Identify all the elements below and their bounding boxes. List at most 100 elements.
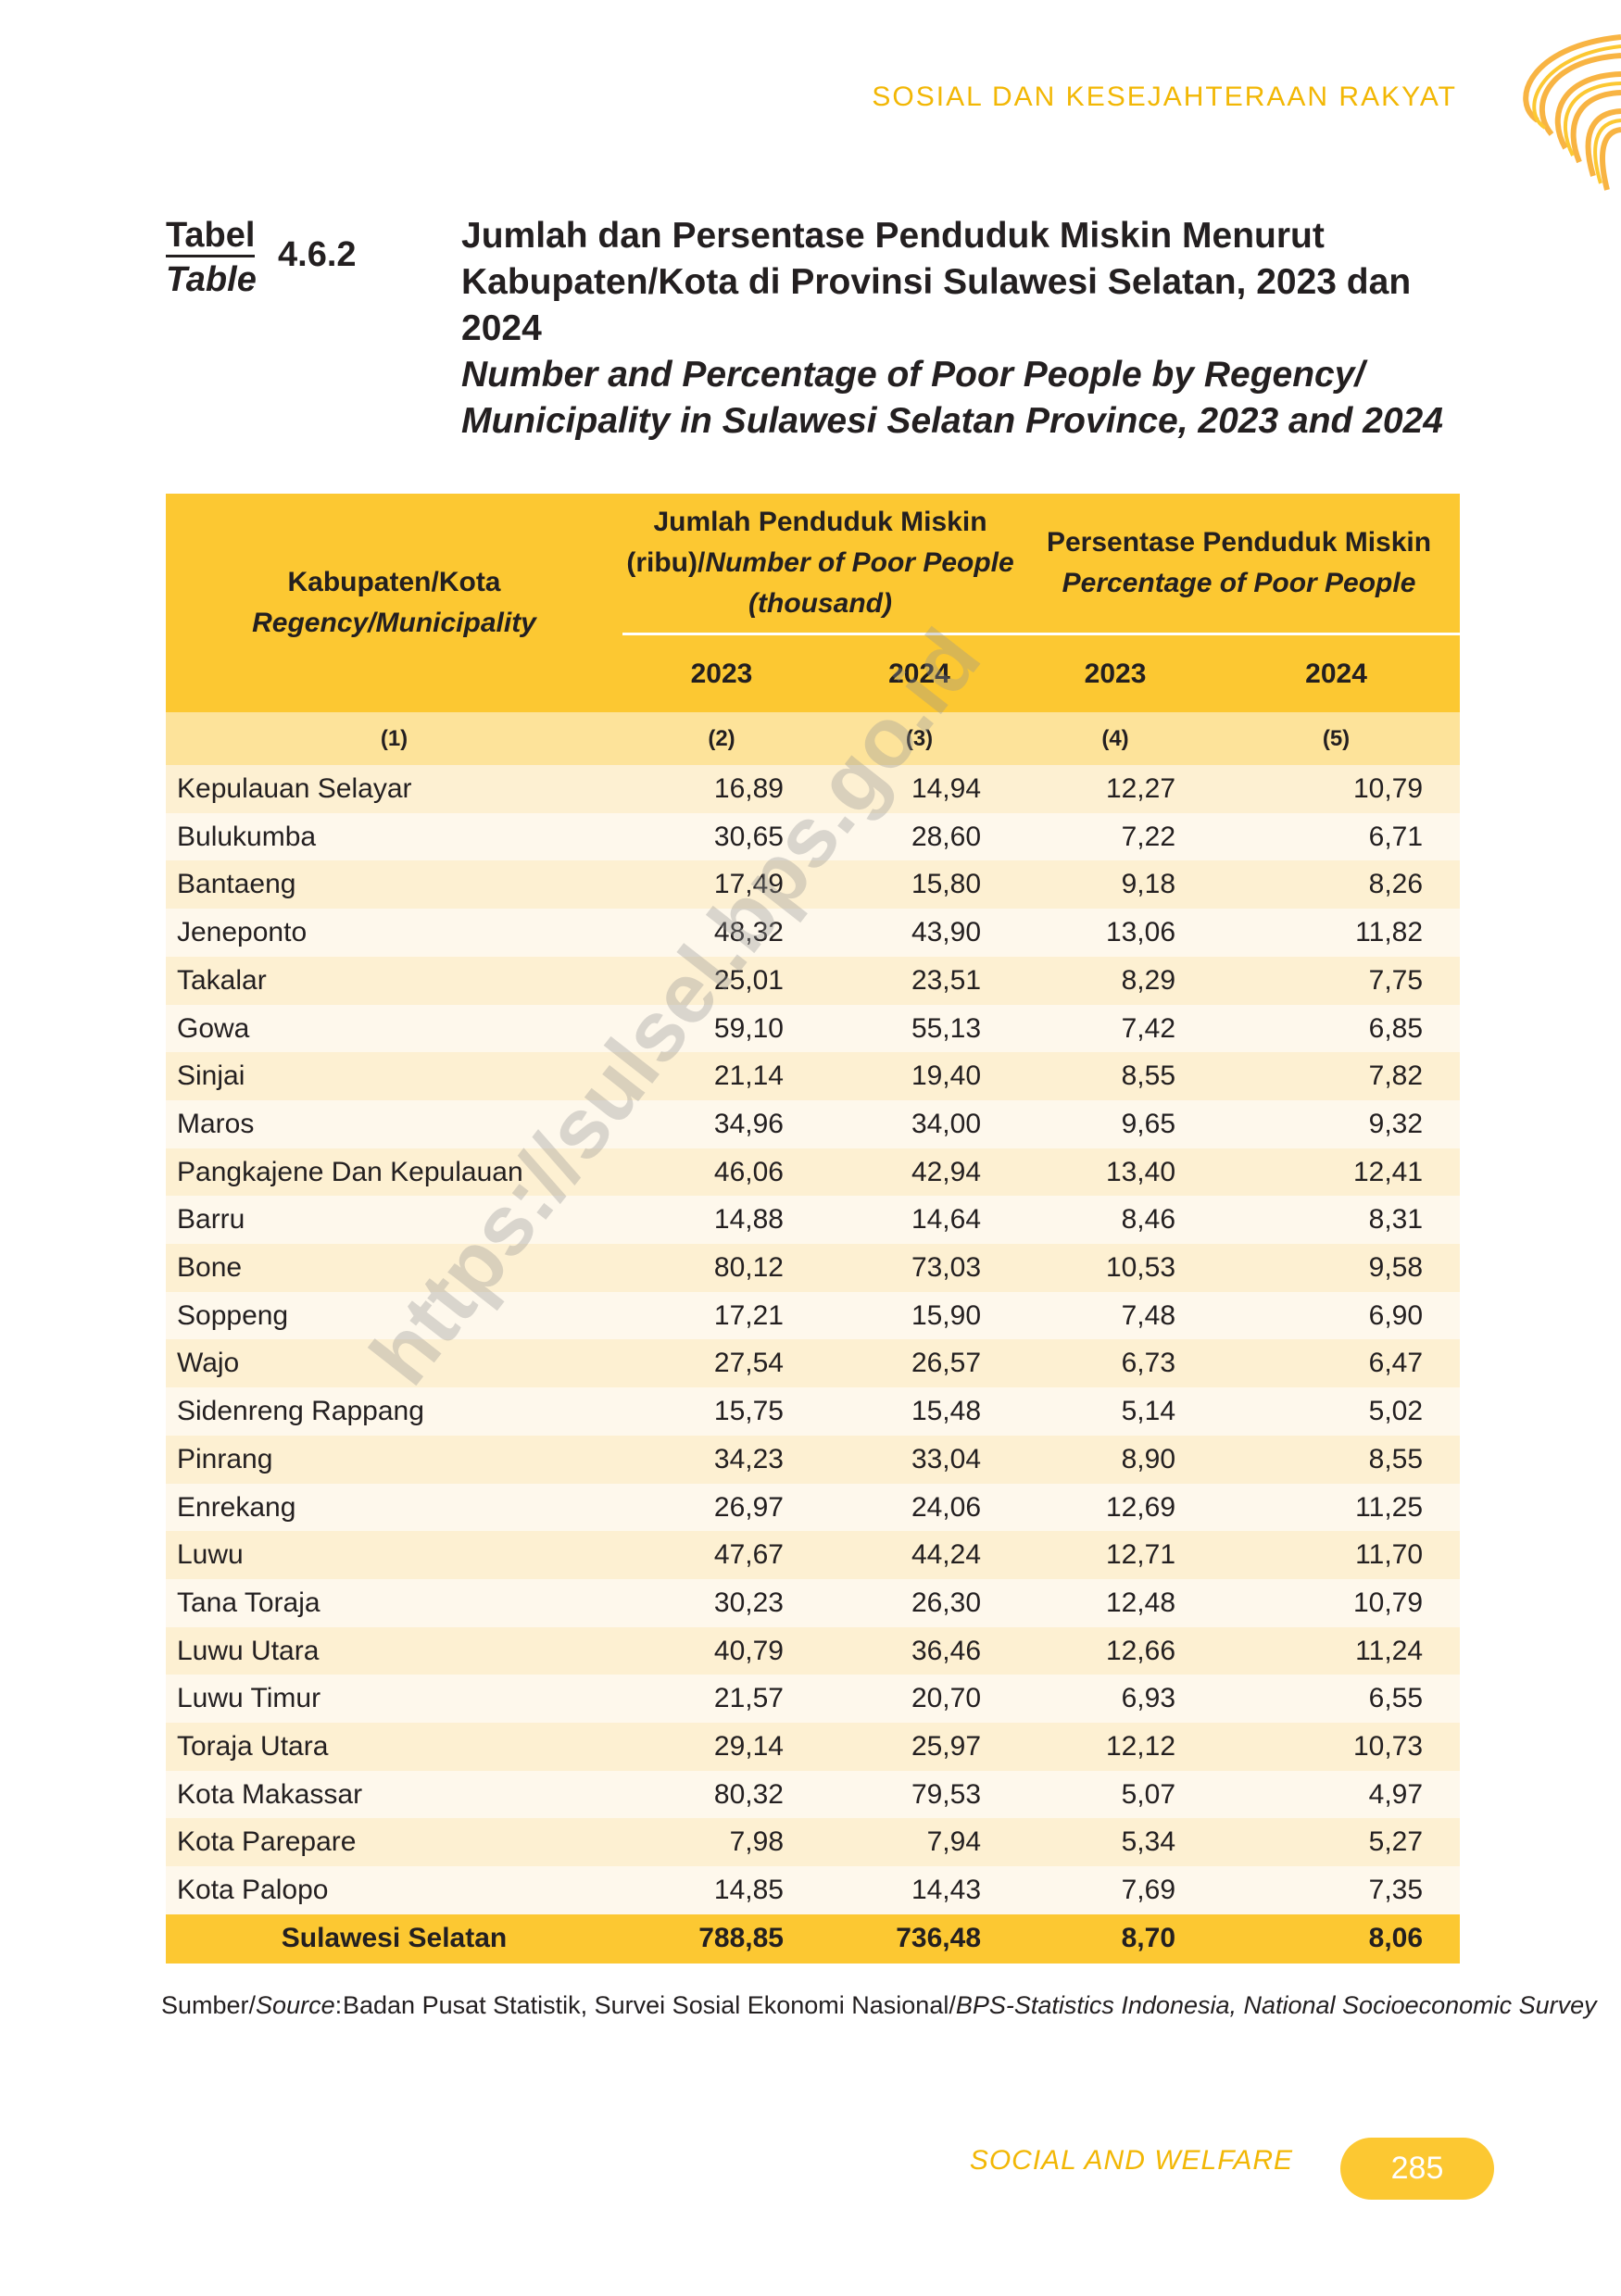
- cell-value: 15,75: [622, 1387, 821, 1436]
- cell-value: 79,53: [821, 1770, 1019, 1819]
- cell-region: Takalar: [166, 956, 622, 1005]
- text: Kabupaten/Kota: [287, 567, 501, 597]
- cell-value: 7,98: [622, 1818, 821, 1867]
- cell-value: 9,18: [1018, 860, 1213, 910]
- cell-value: 8,55: [1018, 1052, 1213, 1100]
- cell-value: 5,14: [1018, 1387, 1213, 1436]
- cell-value: 33,04: [821, 1435, 1019, 1484]
- text: Number of Poor People (thousand): [705, 547, 1014, 619]
- table-row: Bulukumba 30,65 28,60 7,22 6,71: [166, 812, 1461, 861]
- cell-region: Maros: [166, 1099, 622, 1148]
- cell-region: Sinjai: [166, 1052, 622, 1100]
- cell-region: Kota Parepare: [166, 1818, 622, 1867]
- cell-region: Pinrang: [166, 1435, 622, 1484]
- text: Regency/Municipality: [252, 608, 536, 638]
- cell-value: 8,26: [1213, 860, 1461, 910]
- cell-value: 26,57: [821, 1339, 1019, 1388]
- cell-value: 9,65: [1018, 1099, 1213, 1148]
- cell-value: 16,89: [622, 765, 821, 813]
- table-row: Bone 80,12 73,03 10,53 9,58: [166, 1244, 1461, 1292]
- column-number: (5): [1213, 712, 1461, 765]
- cell-value: 14,64: [821, 1196, 1019, 1245]
- cell-value: 40,79: [622, 1626, 821, 1675]
- cell-value: 8,46: [1018, 1196, 1213, 1245]
- cell-value: 19,40: [821, 1052, 1019, 1100]
- cell-value: 29,14: [622, 1723, 821, 1771]
- table-number: 4.6.2: [278, 235, 357, 274]
- cell-region: Bantaeng: [166, 860, 622, 910]
- cell-value: 14,43: [821, 1866, 1019, 1914]
- cell-region: Sidenreng Rappang: [166, 1387, 622, 1436]
- cell-value: 11,70: [1213, 1531, 1461, 1579]
- title-id: Jumlah dan Persentase Penduduk Miskin Me…: [461, 216, 1412, 348]
- cell-value: 5,34: [1018, 1818, 1213, 1867]
- total-value: 788,85: [622, 1913, 821, 1964]
- cell-value: 12,41: [1213, 1148, 1461, 1197]
- cell-region: Kepulauan Selayar: [166, 765, 622, 813]
- cell-region: Kota Makassar: [166, 1770, 622, 1819]
- cell-value: 7,94: [821, 1818, 1019, 1867]
- cell-region: Gowa: [166, 1004, 622, 1053]
- cell-value: 28,60: [821, 812, 1019, 861]
- text: Source: [256, 1991, 335, 2019]
- cell-value: 25,01: [622, 956, 821, 1005]
- cell-value: 25,97: [821, 1723, 1019, 1771]
- cell-value: 12,27: [1018, 765, 1213, 813]
- cell-value: 8,29: [1018, 956, 1213, 1005]
- cell-region: Bone: [166, 1244, 622, 1292]
- cell-value: 10,53: [1018, 1244, 1213, 1292]
- cell-value: 44,24: [821, 1531, 1019, 1579]
- data-table: Kabupaten/Kota Regency/Municipality Jumla…: [166, 494, 1461, 1964]
- table-row: Wajo 27,54 26,57 6,73 6,47: [166, 1339, 1461, 1388]
- table-row: Bantaeng 17,49 15,80 9,18 8,26: [166, 860, 1461, 910]
- table-row: Gowa 59,10 55,13 7,42 6,85: [166, 1004, 1461, 1053]
- table-row: Sinjai 21,14 19,40 8,55 7,82: [166, 1052, 1461, 1100]
- cell-value: 11,25: [1213, 1483, 1461, 1532]
- cell-value: 59,10: [622, 1004, 821, 1053]
- cell-value: 8,55: [1213, 1435, 1461, 1484]
- table-row: Luwu 47,67 44,24 12,71 11,70: [166, 1531, 1461, 1579]
- table-row: Luwu Utara 40,79 36,46 12,66 11,24: [166, 1626, 1461, 1675]
- table-row: Maros 34,96 34,00 9,65 9,32: [166, 1099, 1461, 1148]
- total-label: Sulawesi Selatan: [166, 1913, 622, 1964]
- cell-value: 9,58: [1213, 1244, 1461, 1292]
- cell-region: Luwu Utara: [166, 1626, 622, 1675]
- cell-value: 46,06: [622, 1148, 821, 1197]
- cell-region: Enrekang: [166, 1483, 622, 1532]
- cell-value: 9,32: [1213, 1099, 1461, 1148]
- cell-value: 12,71: [1018, 1531, 1213, 1579]
- cell-value: 43,90: [821, 909, 1019, 957]
- cell-region: Tana Toraja: [166, 1578, 622, 1627]
- group-header: Persentase Penduduk Miskin Percentage of …: [1018, 494, 1461, 635]
- cell-value: 17,21: [622, 1291, 821, 1340]
- text: Sumber/: [161, 1991, 257, 2019]
- cell-region: Kota Palopo: [166, 1866, 622, 1914]
- cell-value: 17,49: [622, 860, 821, 910]
- cell-value: 11,82: [1213, 909, 1461, 957]
- cell-value: 30,23: [622, 1578, 821, 1627]
- cell-region: Pangkajene Dan Kepulauan: [166, 1148, 622, 1197]
- cell-region: Luwu: [166, 1531, 622, 1579]
- label-en: Table: [166, 260, 257, 299]
- column-number: (1): [166, 712, 622, 765]
- cell-value: 21,14: [622, 1052, 821, 1100]
- cell-value: 55,13: [821, 1004, 1019, 1053]
- year-header: 2023: [1018, 634, 1213, 712]
- cell-value: 6,85: [1213, 1004, 1461, 1053]
- year-header: 2024: [821, 634, 1019, 712]
- cell-value: 36,46: [821, 1626, 1019, 1675]
- cell-value: 80,32: [622, 1770, 821, 1819]
- cell-value: 34,00: [821, 1099, 1019, 1148]
- column-number: (3): [821, 712, 1019, 765]
- cell-value: 15,90: [821, 1291, 1019, 1340]
- cell-value: 14,88: [622, 1196, 821, 1245]
- table-row: Pinrang 34,23 33,04 8,90 8,55: [166, 1435, 1461, 1484]
- cell-value: 12,66: [1018, 1626, 1213, 1675]
- cell-value: 12,12: [1018, 1723, 1213, 1771]
- cell-value: 7,48: [1018, 1291, 1213, 1340]
- col-region: Kabupaten/Kota Regency/Municipality: [166, 494, 622, 712]
- cell-value: 6,90: [1213, 1291, 1461, 1340]
- cell-value: 26,30: [821, 1578, 1019, 1627]
- cell-value: 27,54: [622, 1339, 821, 1388]
